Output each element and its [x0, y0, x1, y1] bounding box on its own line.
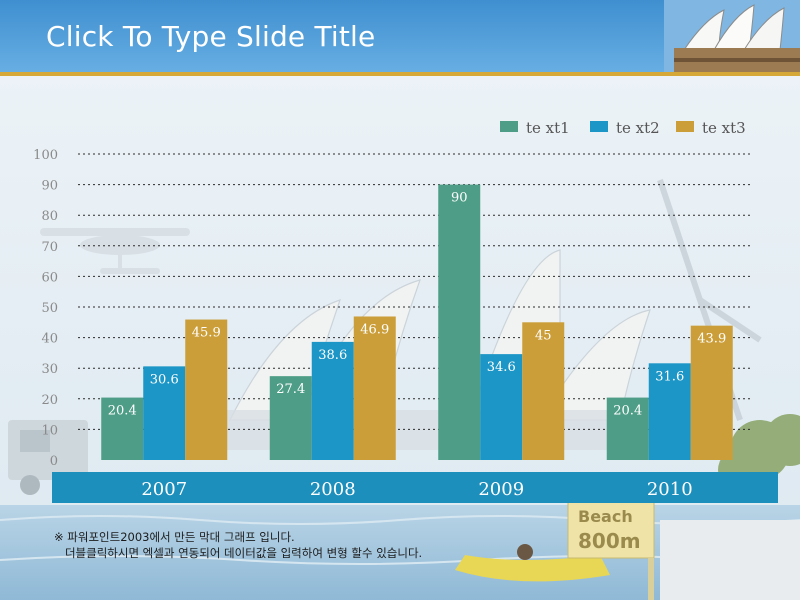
data-label: 38.6: [318, 348, 347, 363]
bar: [690, 325, 733, 460]
data-label: 90: [451, 191, 468, 206]
y-tick-label: 80: [41, 209, 58, 224]
data-label: 27.4: [276, 382, 305, 397]
y-tick-label: 10: [41, 423, 58, 438]
bar: [185, 319, 228, 460]
beach-sign-line2: 800m: [578, 529, 641, 553]
legend-swatch: [676, 121, 694, 132]
beach-sign: [567, 499, 655, 600]
note-line-2: 더블클릭하시면 엑셀과 연동되어 데이터값을 입력하여 변형 할수 있습니다.: [54, 546, 423, 560]
data-label: 20.4: [108, 404, 137, 419]
y-tick-label: 70: [41, 240, 58, 255]
y-tick-label: 20: [41, 393, 58, 408]
opera-house-image: [664, 0, 800, 72]
chart-note: ※ 파워포인트2003에서 만든 막대 그래프 입니다. 더블클릭하시면 엑셀과…: [54, 529, 422, 561]
legend-swatch: [590, 121, 608, 132]
header-rule: [0, 72, 800, 76]
data-label: 30.6: [150, 372, 179, 387]
bar: [480, 354, 523, 460]
bar: [648, 363, 691, 460]
y-tick-label: 30: [41, 362, 58, 377]
x-tick-label: 2007: [141, 479, 187, 500]
x-tick-label: 2010: [647, 479, 693, 500]
legend-label: te xt2: [616, 119, 660, 137]
y-tick-label: 100: [33, 148, 58, 163]
data-label: 43.9: [697, 332, 726, 347]
beach-sign-line1: Beach: [578, 507, 633, 526]
data-label: 31.6: [655, 369, 684, 384]
legend-label: te xt3: [702, 119, 746, 137]
bar: [101, 397, 144, 460]
legend-swatch: [500, 121, 518, 132]
bar: [606, 397, 649, 460]
y-tick-label: 0: [50, 454, 58, 469]
data-label: 45: [535, 328, 552, 343]
bar: [522, 322, 565, 460]
y-tick-label: 50: [41, 301, 58, 316]
slide-title[interactable]: Click To Type Slide Title: [46, 20, 376, 53]
data-label: 34.6: [487, 360, 516, 375]
bar: [311, 341, 354, 460]
data-label: 20.4: [613, 404, 642, 419]
y-tick-label: 40: [41, 332, 58, 347]
y-tick-label: 60: [41, 270, 58, 285]
category-axis-band: [52, 472, 778, 503]
bar: [353, 316, 396, 460]
data-label: 45.9: [192, 326, 221, 341]
note-line-1: ※ 파워포인트2003에서 만든 막대 그래프 입니다.: [54, 530, 295, 544]
bar: [143, 366, 186, 460]
x-tick-label: 2008: [310, 479, 356, 500]
bar: [269, 376, 312, 460]
bar: [438, 184, 481, 460]
y-tick-label: 90: [41, 179, 58, 194]
legend-label: te xt1: [526, 119, 570, 137]
x-tick-label: 2009: [478, 479, 524, 500]
data-label: 46.9: [360, 322, 389, 337]
